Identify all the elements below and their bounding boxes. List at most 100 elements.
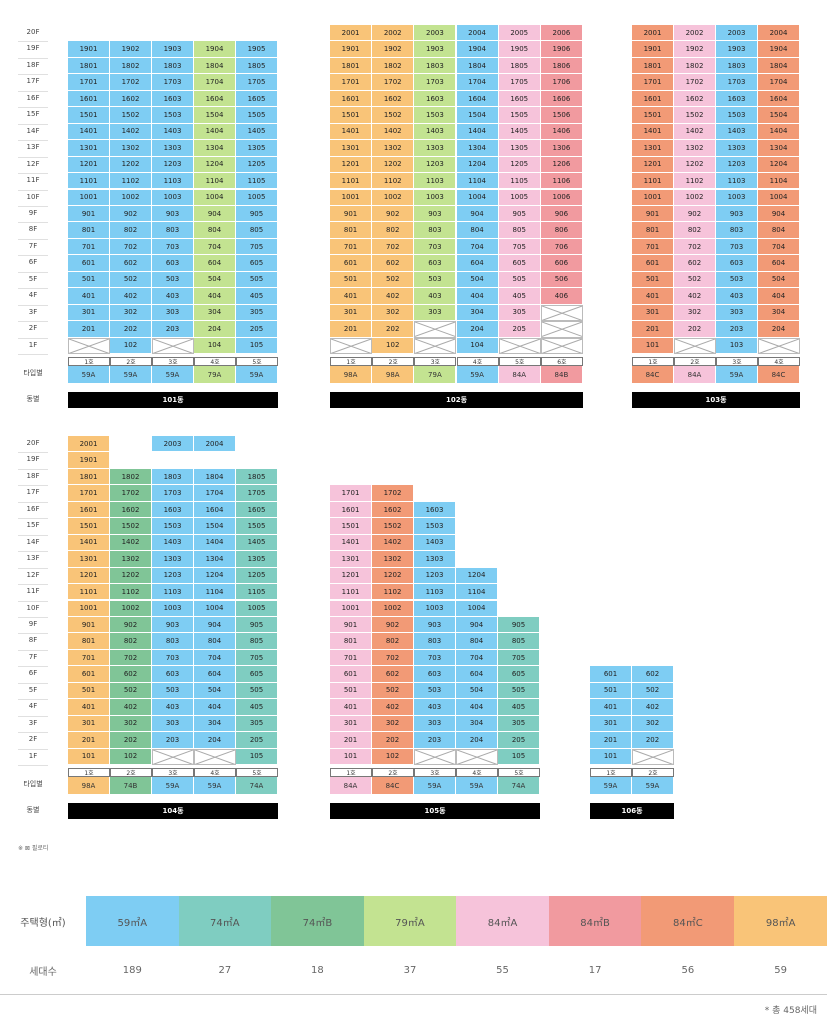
- unit-cell: 1401: [68, 534, 110, 552]
- unit-cell: 1603: [152, 90, 194, 108]
- unit-cell: 1104: [456, 173, 499, 190]
- unit-cell: 501: [68, 682, 110, 700]
- floor-label: 4F: [28, 702, 38, 711]
- unit-cell: 705: [498, 649, 540, 667]
- unit-type-cell: 74㎡B: [271, 896, 364, 946]
- unit-type-cell: 74㎡A: [178, 896, 272, 946]
- unit-cell: 404: [194, 699, 236, 716]
- floor-divider: [18, 173, 48, 175]
- unit-cell: 1902: [674, 41, 716, 58]
- floor-divider: [18, 74, 48, 76]
- unit-cell: 1002: [372, 600, 414, 617]
- unit-cell: 1604: [758, 90, 800, 108]
- unit-cell: 1303: [716, 140, 758, 157]
- unit-cell: 502: [674, 271, 716, 289]
- unit-cell: 1003: [716, 189, 758, 206]
- type-cell: 79A: [194, 366, 236, 383]
- pilotis-cell: [414, 748, 456, 765]
- unit-cell: 503: [414, 682, 456, 700]
- unit-cell: 1103: [414, 173, 457, 190]
- unit-cell: 504: [194, 682, 236, 700]
- unit-cell: 1503: [414, 518, 456, 535]
- ho-label: 2호: [632, 768, 674, 777]
- unit-cell: 301: [330, 304, 373, 322]
- unit-cell: 603: [414, 255, 457, 272]
- floor-divider: [18, 304, 48, 306]
- floor-label: 16F: [26, 504, 40, 513]
- unit-cell: 1002: [110, 600, 152, 617]
- unit-cell: 1603: [414, 501, 456, 519]
- unit-cell: 604: [758, 255, 800, 272]
- unit-cell: 1703: [716, 74, 758, 91]
- unit-cell: 1905: [236, 41, 278, 58]
- unit-cell: 501: [330, 682, 372, 700]
- unit-cell: 904: [456, 205, 499, 223]
- floor-divider: [18, 518, 48, 520]
- unit-cell: 303: [152, 304, 194, 322]
- unit-cell: 1802: [372, 57, 415, 75]
- type-cell: 59A: [152, 777, 194, 794]
- unit-cell: 303: [414, 715, 456, 733]
- unit-cell: 1105: [236, 584, 278, 601]
- unit-cell: 1602: [372, 90, 415, 108]
- unit-cell: 1501: [68, 518, 110, 535]
- dong-row-label: 동별: [26, 806, 40, 814]
- pilotis-cell: [152, 748, 194, 765]
- floor-divider: [18, 238, 48, 240]
- unit-cell: 705: [498, 238, 541, 256]
- unit-cell: 603: [716, 255, 758, 272]
- unit-cell: 604: [194, 255, 236, 272]
- unit-cell: 1003: [152, 600, 194, 617]
- unit-cell: 203: [152, 732, 194, 749]
- floor-label: 17F: [26, 77, 40, 86]
- unit-cell: 401: [330, 699, 372, 716]
- unit-cell: 403: [414, 699, 456, 716]
- unit-cell: 1103: [716, 173, 758, 190]
- unit-cell: 202: [632, 732, 674, 749]
- unit-cell: 1601: [330, 501, 372, 519]
- ho-label: 1호: [632, 357, 674, 366]
- unit-cell: 304: [456, 304, 499, 322]
- unit-cell: 1701: [330, 485, 372, 502]
- unit-cell: 1605: [236, 90, 278, 108]
- unit-cell: 2004: [456, 25, 499, 42]
- unit-cell: 401: [632, 288, 674, 305]
- unit-cell: 401: [330, 288, 373, 305]
- type-cell: 79A: [414, 366, 457, 383]
- unit-cell: 803: [152, 633, 194, 650]
- unit-cell: 1903: [716, 41, 758, 58]
- unit-cell: 1403: [414, 534, 456, 552]
- unit-cell: 502: [110, 271, 152, 289]
- unit-cell: 901: [68, 205, 110, 223]
- unit-cell: 204: [456, 732, 498, 749]
- unit-cell: 1004: [758, 189, 800, 206]
- ho-label: 3호: [414, 768, 456, 777]
- pilotis-cell: [68, 337, 110, 354]
- unit-cell: 901: [68, 616, 110, 634]
- unit-type-cell: 84㎡C: [641, 896, 735, 946]
- floor-divider: [18, 584, 48, 586]
- type-cell: 74A: [498, 777, 540, 794]
- unit-cell: 101: [68, 748, 110, 765]
- unit-cell: 303: [716, 304, 758, 322]
- unit-cell: 1906: [540, 41, 583, 58]
- unit-cell: 1303: [152, 551, 194, 568]
- unit-cell: 402: [674, 288, 716, 305]
- unit-cell: 702: [110, 238, 152, 256]
- unit-cell: 402: [110, 288, 152, 305]
- dong-label: 104동: [68, 803, 278, 819]
- unit-cell: 602: [674, 255, 716, 272]
- unit-cell: 1602: [372, 501, 414, 519]
- unit-cell: 203: [414, 732, 456, 749]
- floor-divider: [18, 633, 48, 635]
- unit-cell: 1802: [110, 468, 152, 486]
- unit-cell: 1202: [110, 567, 152, 585]
- unit-cell: 601: [330, 666, 372, 683]
- households-header: 세대수: [0, 946, 86, 995]
- unit-cell: 405: [498, 288, 541, 305]
- unit-cell: 704: [456, 238, 499, 256]
- unit-cell: 504: [758, 271, 800, 289]
- ho-label: 2호: [372, 357, 415, 366]
- unit-cell: 2004: [758, 25, 800, 42]
- unit-cell: 1002: [674, 189, 716, 206]
